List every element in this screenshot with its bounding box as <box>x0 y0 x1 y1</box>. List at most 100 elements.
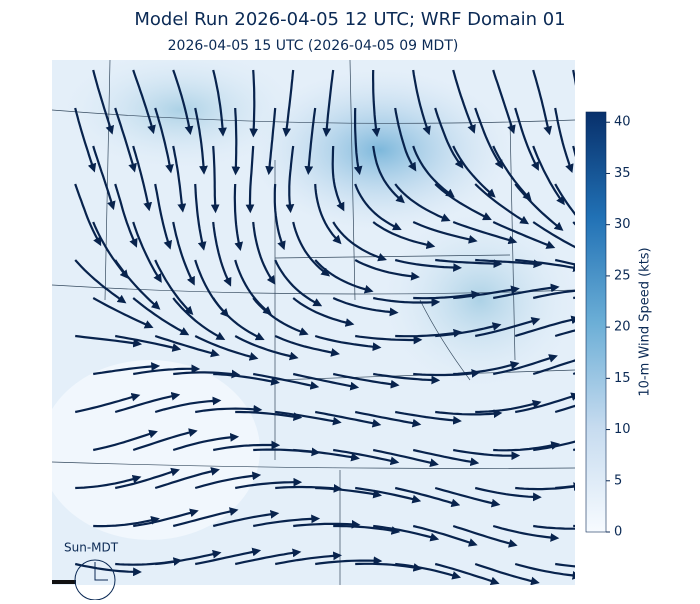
streamline <box>532 69 553 136</box>
streamline <box>154 396 222 414</box>
streamline <box>554 107 574 174</box>
streamline <box>394 183 451 222</box>
streamline <box>554 183 575 216</box>
streamline <box>412 69 431 136</box>
streamline <box>373 524 440 542</box>
streamline <box>452 145 496 198</box>
streamline <box>252 221 276 285</box>
streamline <box>74 562 142 577</box>
streamline <box>115 334 182 352</box>
streamline <box>412 220 478 244</box>
streamline <box>435 322 502 338</box>
streamline <box>212 297 265 341</box>
streamline <box>532 289 575 300</box>
streamline <box>474 183 530 225</box>
subtitle: 2026-04-05 15 UTC (2026-04-05 09 MDT) <box>168 38 459 54</box>
streamline <box>253 372 320 390</box>
streamline <box>314 334 382 352</box>
streamline <box>515 258 575 273</box>
streamline <box>75 334 143 348</box>
border <box>52 461 575 469</box>
streamline <box>154 107 174 174</box>
border <box>104 60 516 585</box>
streamline <box>275 410 342 426</box>
streamline <box>514 107 539 171</box>
streamline <box>114 183 138 248</box>
streamline <box>245 145 255 214</box>
streamline <box>93 515 160 528</box>
streamline <box>492 354 558 376</box>
streamline <box>194 471 262 490</box>
streamline <box>252 297 309 336</box>
streamline <box>555 484 575 490</box>
streamline <box>92 297 154 329</box>
streamline <box>434 562 500 585</box>
streamline <box>273 183 286 251</box>
streamline <box>554 329 575 338</box>
streamline <box>373 372 441 385</box>
streamline <box>474 562 540 585</box>
streamline <box>210 145 220 214</box>
streamline <box>493 441 561 452</box>
streamline <box>132 297 190 336</box>
streamline <box>394 107 417 172</box>
streamline <box>114 391 181 414</box>
streamline <box>172 145 187 213</box>
streamline <box>275 551 342 566</box>
colorbar: 0 5 10 15 20 25 30 35 40 <box>585 111 631 540</box>
streamline <box>92 145 116 211</box>
streamline <box>132 145 153 212</box>
streamlines <box>74 69 575 585</box>
streamline <box>133 364 201 376</box>
streamline <box>435 409 503 419</box>
streamline <box>532 145 565 206</box>
streamline <box>253 514 321 528</box>
streamline <box>154 467 220 490</box>
streamline <box>434 107 464 169</box>
streamline <box>249 69 259 138</box>
streamline <box>74 392 141 414</box>
streamline <box>314 183 342 245</box>
wind-shading <box>380 210 575 390</box>
streamline <box>533 524 575 530</box>
streamline <box>74 259 127 304</box>
streamline <box>434 183 492 221</box>
colorbar-tick-label: 30 <box>614 217 631 232</box>
streamline <box>114 259 161 310</box>
streamline <box>75 474 142 490</box>
streamline <box>322 69 335 137</box>
streamline <box>172 507 239 528</box>
colorbar-tick-label: 25 <box>614 268 631 283</box>
streamline <box>154 334 220 358</box>
streamline <box>132 69 156 135</box>
streamline <box>492 145 532 201</box>
streamline <box>194 183 207 251</box>
streamline <box>173 369 241 379</box>
streamline <box>514 183 564 231</box>
streamline <box>172 297 226 341</box>
colorbar-tick-label: 0 <box>614 525 622 540</box>
streamline <box>492 221 556 249</box>
streamline <box>293 519 361 529</box>
streamline <box>213 372 280 386</box>
streamline <box>332 296 399 317</box>
streamline <box>533 440 575 452</box>
streamline <box>331 145 345 212</box>
streamline <box>355 334 423 345</box>
streamline <box>92 69 115 135</box>
colorbar-tick-label: 20 <box>614 320 631 335</box>
streamline <box>172 221 195 286</box>
colorbar-fill <box>585 111 607 533</box>
streamline <box>354 183 402 231</box>
colorbar-tick-label: 15 <box>614 371 631 386</box>
colorbar-tick-label: 40 <box>614 115 631 130</box>
streamline <box>395 562 462 580</box>
streamline <box>532 359 575 376</box>
streamline <box>282 69 295 137</box>
streamline <box>114 467 180 490</box>
streamline <box>292 221 331 277</box>
streamline <box>315 410 382 428</box>
colorbar-tick-label: 10 <box>614 422 631 437</box>
streamline <box>74 107 97 173</box>
streamline <box>155 549 222 566</box>
